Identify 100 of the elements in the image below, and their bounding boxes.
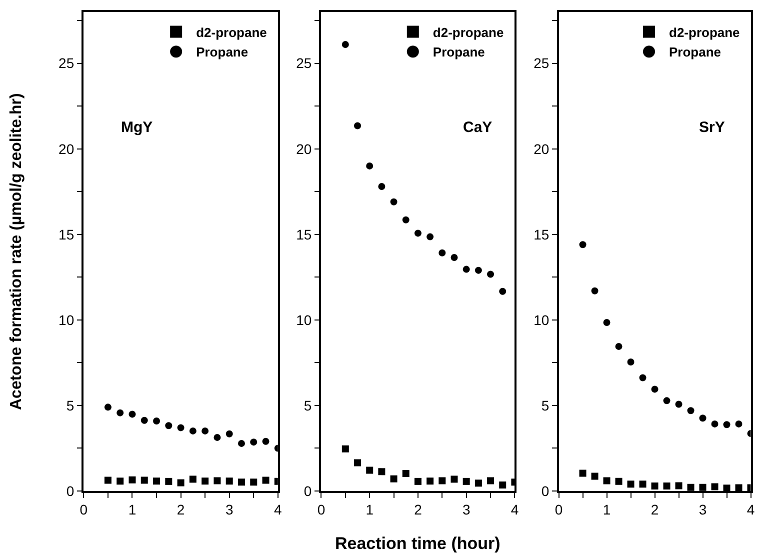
point bbox=[687, 484, 694, 491]
point bbox=[462, 478, 470, 485]
point bbox=[238, 478, 245, 486]
legend-label: d2-propane bbox=[196, 24, 267, 40]
point bbox=[487, 477, 494, 484]
y-tick-label: 10 bbox=[296, 312, 312, 328]
point bbox=[189, 476, 196, 483]
point bbox=[474, 480, 482, 487]
legend-label: d2-propane bbox=[669, 24, 740, 40]
point bbox=[116, 409, 124, 416]
point bbox=[675, 482, 682, 490]
point bbox=[426, 233, 434, 240]
point bbox=[687, 407, 694, 414]
y-tick-label: 5 bbox=[304, 397, 312, 414]
x-tick-label: 2 bbox=[176, 502, 185, 518]
legend-label: Propane bbox=[432, 44, 485, 60]
point bbox=[153, 478, 160, 485]
y-tick-label: 25 bbox=[296, 55, 312, 72]
point bbox=[663, 397, 670, 404]
point bbox=[591, 287, 598, 294]
point bbox=[603, 318, 610, 326]
point bbox=[104, 476, 112, 484]
point bbox=[723, 484, 730, 491]
point bbox=[177, 424, 184, 432]
x-tick-label: 2 bbox=[414, 502, 422, 518]
annotation: SrY bbox=[699, 119, 725, 136]
point bbox=[116, 478, 124, 485]
point bbox=[214, 477, 221, 484]
x-tick-label: 3 bbox=[225, 502, 234, 518]
annotation: CaY bbox=[463, 119, 492, 136]
point bbox=[499, 482, 506, 489]
point bbox=[165, 478, 172, 485]
point bbox=[450, 476, 458, 483]
y-tick-label: 25 bbox=[534, 55, 550, 72]
x-tick-label: 3 bbox=[698, 502, 707, 518]
point bbox=[189, 427, 196, 434]
point bbox=[153, 418, 160, 425]
point bbox=[140, 476, 148, 484]
point bbox=[627, 480, 634, 488]
point bbox=[711, 420, 718, 428]
point bbox=[140, 416, 148, 424]
point bbox=[487, 270, 494, 278]
x-tick-label: 0 bbox=[80, 502, 88, 518]
point bbox=[615, 342, 622, 350]
point bbox=[177, 479, 184, 486]
point bbox=[128, 476, 136, 484]
point bbox=[651, 386, 658, 393]
x-tick-label: 0 bbox=[317, 502, 326, 518]
point bbox=[450, 254, 458, 261]
point bbox=[462, 266, 470, 273]
x-tick-label: 0 bbox=[554, 502, 563, 518]
x-tick-label: 1 bbox=[366, 502, 374, 518]
y-tick-label: 15 bbox=[534, 226, 550, 242]
point bbox=[390, 198, 398, 206]
point bbox=[579, 241, 586, 248]
point bbox=[262, 476, 270, 484]
x-tick-label: 4 bbox=[510, 502, 519, 518]
point bbox=[250, 478, 258, 486]
point bbox=[378, 182, 386, 190]
point bbox=[426, 478, 434, 485]
point bbox=[499, 288, 506, 295]
x-axis-title: Reaction time (hour) bbox=[335, 534, 500, 553]
x-tick-label: 1 bbox=[128, 502, 136, 518]
point bbox=[438, 477, 446, 484]
point bbox=[366, 466, 374, 474]
point bbox=[226, 430, 233, 438]
point bbox=[651, 482, 658, 490]
point bbox=[354, 122, 362, 130]
point bbox=[214, 434, 221, 441]
point bbox=[250, 438, 258, 446]
point bbox=[699, 414, 706, 422]
point bbox=[615, 478, 622, 485]
point bbox=[579, 470, 586, 477]
point bbox=[414, 230, 422, 237]
point bbox=[402, 216, 410, 224]
point bbox=[639, 374, 646, 382]
point bbox=[202, 478, 209, 485]
y-tick-label: 0 bbox=[304, 482, 312, 499]
point bbox=[414, 478, 422, 485]
y-tick-label: 10 bbox=[534, 312, 550, 328]
y-tick-label: 15 bbox=[58, 226, 74, 242]
point bbox=[735, 420, 742, 428]
y-tick-label: 15 bbox=[296, 226, 312, 242]
point bbox=[390, 475, 398, 482]
x-tick-label: 1 bbox=[602, 502, 611, 518]
point bbox=[474, 266, 482, 274]
point bbox=[238, 440, 245, 447]
legend-label: d2-propane bbox=[432, 24, 504, 40]
point bbox=[354, 459, 362, 466]
y-tick-label: 0 bbox=[541, 482, 550, 499]
y-tick-label: 20 bbox=[58, 140, 74, 157]
point bbox=[262, 438, 270, 445]
point bbox=[202, 427, 209, 434]
point bbox=[663, 482, 670, 490]
point bbox=[735, 484, 742, 491]
y-axis-title: Acetone formation rate (µmol/g zeolite.hr) bbox=[8, 93, 25, 410]
legend-label: Propane bbox=[669, 44, 722, 60]
x-tick-label: 4 bbox=[274, 502, 282, 518]
point bbox=[226, 478, 233, 485]
point bbox=[711, 483, 718, 490]
